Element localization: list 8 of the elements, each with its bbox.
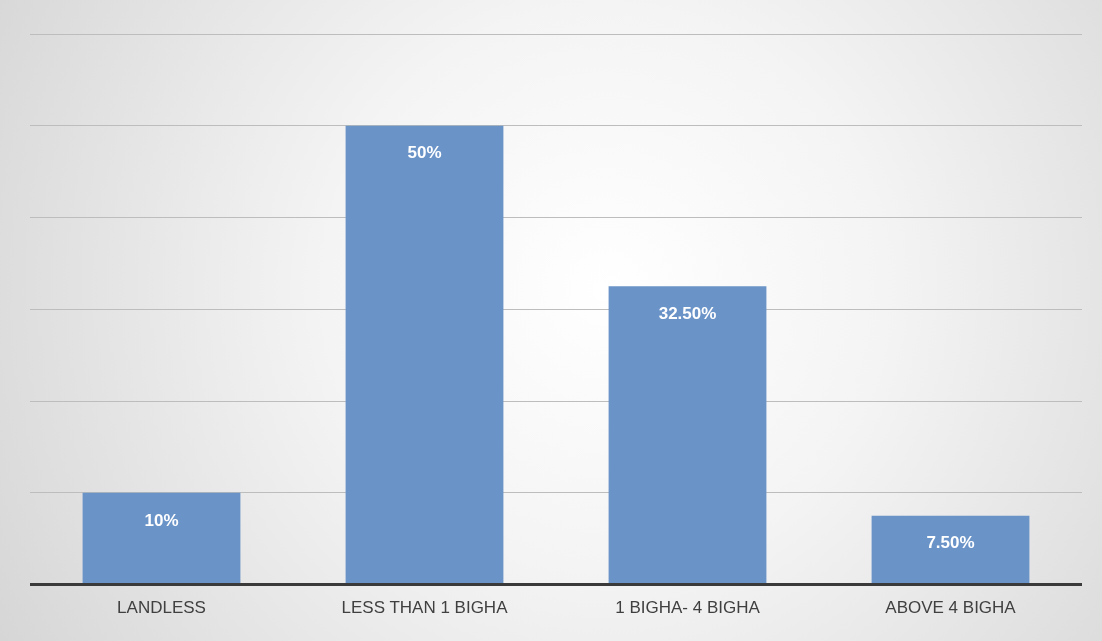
data-label: 7.50% <box>926 533 975 553</box>
x-tick-label: ABOVE 4 BIGHA <box>885 598 1017 618</box>
data-label: 32.50% <box>658 304 717 324</box>
x-tick-label: LESS THAN 1 BIGHA <box>341 598 509 618</box>
data-label: 50% <box>407 143 442 163</box>
data-label: 10% <box>144 510 179 530</box>
x-tick-label: LANDLESS <box>117 598 206 618</box>
x-tick-label: 1 BIGHA- 4 BIGHA <box>615 598 761 618</box>
